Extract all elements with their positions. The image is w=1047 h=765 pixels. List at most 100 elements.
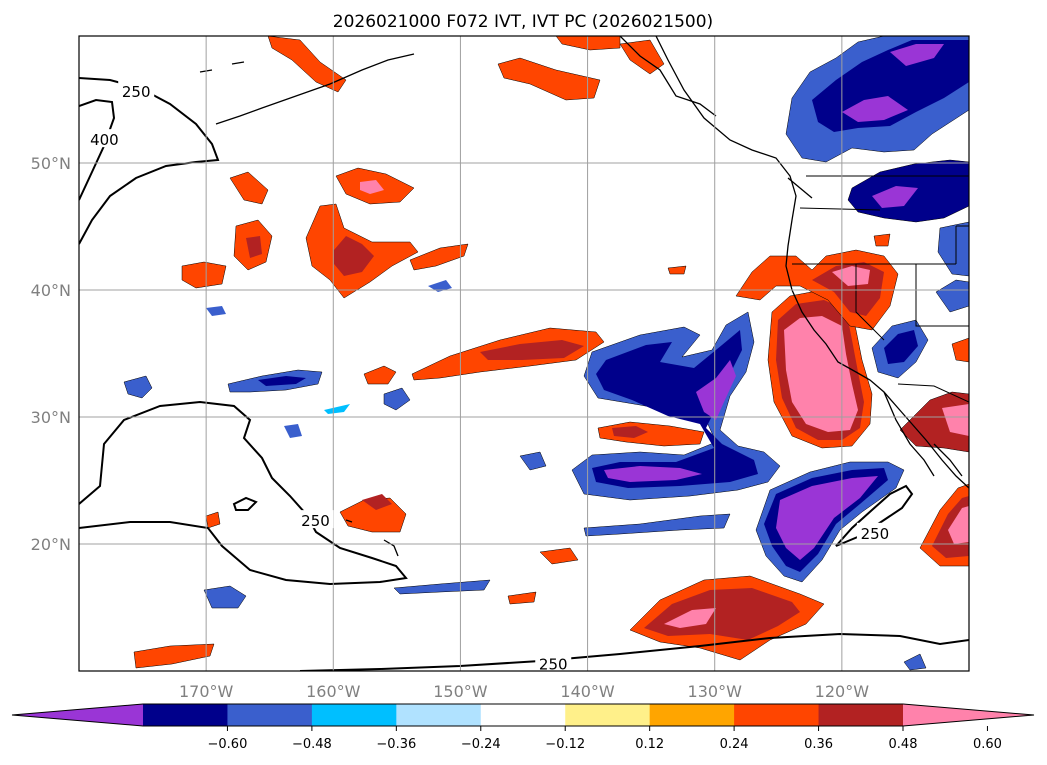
positive-feature-small-h xyxy=(951,337,969,363)
negative-feature-small-9 xyxy=(428,280,452,292)
negative-feature-subtropical-arc-peak-2 xyxy=(604,466,702,482)
negative-feature-small-5 xyxy=(203,585,247,609)
colorbar-tick-label: 0.12 xyxy=(635,737,664,752)
positive-feature-small-c xyxy=(133,643,215,669)
contour-label: 250 xyxy=(539,656,568,674)
colorbar-tick-label: −0.48 xyxy=(292,737,332,752)
coastline-vancouver-island xyxy=(787,177,813,199)
border-states-east xyxy=(955,225,969,264)
contour-label-mask xyxy=(297,510,334,529)
negative-feature-small-3 xyxy=(519,451,547,471)
positive-feature-small-i xyxy=(873,233,891,247)
border-us-mexico xyxy=(897,383,969,403)
negative-feature-westcentral-core xyxy=(258,376,306,386)
colorbar-extend-low xyxy=(12,704,143,726)
border-nevada-california xyxy=(855,264,885,341)
negative-feature-small-7 xyxy=(324,404,350,414)
positive-feature-north-central-2 xyxy=(409,243,469,271)
negative-feature-small-11 xyxy=(284,424,302,438)
coastline-alaska xyxy=(619,36,717,117)
colorbar-swatch xyxy=(818,704,904,726)
negative-feature-small-1 xyxy=(123,375,153,399)
positive-feature-west-2 xyxy=(181,261,227,289)
negative-feature-northeast-peak xyxy=(842,96,908,122)
lon-label: 160°W xyxy=(306,682,361,701)
positive-feature-california-peak xyxy=(784,316,858,432)
colorbar-tick-label: 0.36 xyxy=(804,737,833,752)
lat-label: 40°N xyxy=(31,281,71,300)
positive-feature-northwest xyxy=(497,57,601,101)
negative-feature-small-2 xyxy=(383,387,411,411)
contour-label: 400 xyxy=(90,131,119,149)
colorbar-swatch xyxy=(143,704,228,726)
positive-feature-small-b-core xyxy=(362,494,392,510)
longitude-labels: 170°W 160°W 150°W 140°W 130°W 120°W xyxy=(179,682,869,701)
coastline-baja xyxy=(883,391,935,477)
border-washington-oregon xyxy=(799,207,881,211)
colorbar: −0.60 −0.48 −0.36 −0.24 −0.12 0.12 0.24 0.36 0.4… xyxy=(11,703,1035,752)
positive-anomaly-features xyxy=(133,36,969,669)
coastlines xyxy=(199,36,969,557)
positive-feature-mexico-peak xyxy=(948,506,969,544)
positive-feature-aleutian xyxy=(267,36,347,93)
contour-label: 250 xyxy=(301,512,330,530)
negative-feature-interior-3 xyxy=(935,279,969,313)
positive-feature-southwest-us-peak xyxy=(942,404,969,436)
colorbar-swatch xyxy=(227,704,313,726)
negative-feature-subtropical-arc-core xyxy=(592,330,758,488)
negative-feature-small-6 xyxy=(393,579,491,595)
positive-feature-small-d xyxy=(539,547,579,565)
contour-label-mask xyxy=(856,522,893,541)
positive-feature-west-1-core xyxy=(246,236,262,258)
colorbar-tick-label: −0.12 xyxy=(545,737,585,752)
colorbar-tick-label: −0.60 xyxy=(208,737,248,752)
contour-label-mask xyxy=(535,653,572,671)
contour-label: 250 xyxy=(861,525,890,543)
colorbar-outline xyxy=(11,703,1035,727)
contour-label: 250 xyxy=(122,83,151,101)
colorbar-swatch xyxy=(311,704,397,726)
coastline-hawaii xyxy=(345,519,399,557)
lon-label: 150°W xyxy=(433,682,488,701)
map-title: 2026021000 F072 IVT, IVT PC (2026021500) xyxy=(333,12,713,32)
contour-labels: 250 400 250 250 250 xyxy=(86,80,893,674)
contour-400-northwest xyxy=(79,98,116,201)
positive-feature-small-e xyxy=(507,591,537,605)
colorbar-swatch xyxy=(396,704,482,726)
colorbar-swatch xyxy=(649,704,735,726)
lat-label: 20°N xyxy=(31,535,71,554)
positive-feature-small-f xyxy=(205,511,221,529)
latitude-labels: 20°N 30°N 40°N 50°N xyxy=(31,154,71,554)
negative-feature-subtropical-arc-peak xyxy=(696,360,736,420)
map-panel: 250 400 250 250 250 20°N 30°N 40°N 50°N 170°W 16… xyxy=(31,35,970,701)
positive-feature-small-g xyxy=(667,265,687,275)
negative-feature-small-4 xyxy=(583,513,731,537)
map-frame xyxy=(78,35,970,672)
contour-label-mask xyxy=(86,129,123,148)
contour-250-south xyxy=(299,632,969,671)
colorbar-tick-label: 0.60 xyxy=(973,737,1002,752)
negative-feature-interior-2 xyxy=(937,221,969,277)
colorbar-tick-label: 0.24 xyxy=(720,737,749,752)
colorbar-tick-label: 0.48 xyxy=(889,737,918,752)
coastline-gulf-california xyxy=(933,443,963,477)
positive-feature-north-central-3-peak xyxy=(360,180,384,194)
contour-250-small xyxy=(232,496,258,511)
colorbar-extend-high xyxy=(903,704,1034,726)
negative-feature-california-east-core xyxy=(884,330,918,364)
colorbar-swatch xyxy=(734,704,820,726)
negative-feature-interior-peak xyxy=(872,186,918,208)
lat-label: 30°N xyxy=(31,408,71,427)
colorbar-swatch xyxy=(480,704,566,726)
positive-feature-southern-band-peak xyxy=(664,608,716,628)
colorbar-tick-label: −0.36 xyxy=(376,737,416,752)
contour-label-mask xyxy=(118,80,155,99)
positive-feature-east-central-core xyxy=(612,426,648,438)
lon-label: 130°W xyxy=(688,682,743,701)
lat-label: 50°N xyxy=(31,154,71,173)
lon-label: 120°W xyxy=(815,682,870,701)
negative-feature-northeast-peak-2 xyxy=(890,44,944,66)
graticule xyxy=(79,36,969,671)
contour-250-southwest xyxy=(79,400,408,586)
